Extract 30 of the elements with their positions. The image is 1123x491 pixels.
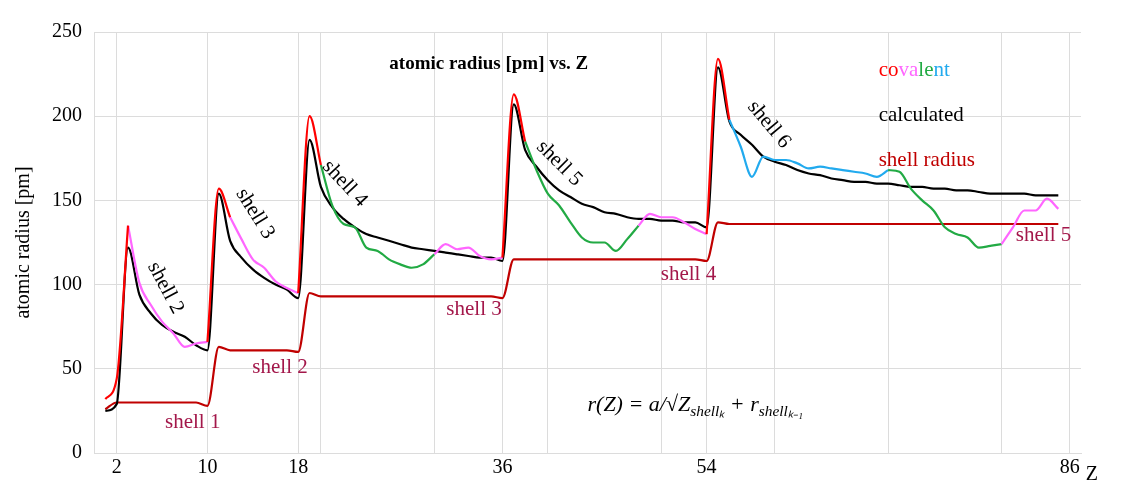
annotation: shell 5 — [1015, 222, 1072, 247]
y-tick-label: 0 — [72, 440, 82, 463]
annotation: shell 4 — [318, 154, 374, 212]
text: le — [918, 56, 934, 81]
x-tick-label: 36 — [492, 455, 513, 478]
y-tick-label: 50 — [62, 356, 82, 379]
text: calculated — [878, 101, 965, 126]
annotation: shell 4 — [660, 261, 717, 286]
text: shell radius — [878, 146, 975, 171]
text: atomic radius [pm] vs. Z — [389, 51, 589, 73]
x-tick-label: 18 — [288, 455, 309, 478]
annotation: shell 2 — [252, 353, 308, 378]
x-tick-label: 54 — [696, 455, 717, 478]
x-tick-label: 86 — [1059, 455, 1080, 478]
y-tick-label: 100 — [52, 271, 82, 294]
x-axis-title: Z — [1085, 462, 1098, 485]
text: nt — [933, 56, 950, 81]
x-tick-label: 10 — [197, 455, 218, 478]
annotation: shell 1 — [164, 409, 221, 434]
annotation: shell 6 — [743, 94, 798, 153]
text: co — [878, 56, 899, 81]
y-tick-label: 150 — [52, 187, 82, 210]
y-tick-label: 250 — [52, 19, 82, 42]
annotation: shell 3 — [446, 296, 502, 321]
annotation: shell 5 — [532, 134, 589, 191]
y-tick-label: 200 — [52, 103, 82, 126]
x-tick-label: 2 — [111, 455, 122, 478]
annotation: shell 2 — [143, 257, 191, 318]
y-axis-title: atomic radius [pm] — [11, 166, 35, 319]
text: va — [898, 56, 919, 81]
